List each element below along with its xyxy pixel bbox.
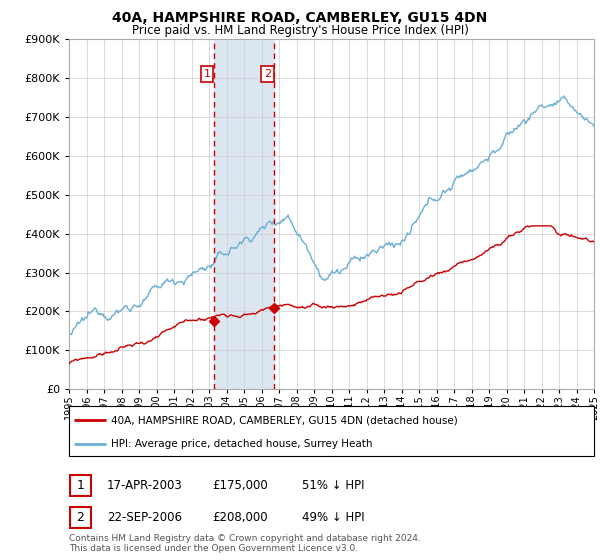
Text: 22-SEP-2006: 22-SEP-2006 xyxy=(107,511,182,524)
Text: 2: 2 xyxy=(264,69,271,79)
Bar xyxy=(214,39,274,389)
Text: £208,000: £208,000 xyxy=(212,511,268,524)
Text: 2: 2 xyxy=(76,511,85,524)
Text: HPI: Average price, detached house, Surrey Heath: HPI: Average price, detached house, Surr… xyxy=(111,439,373,449)
Text: £175,000: £175,000 xyxy=(212,479,268,492)
FancyBboxPatch shape xyxy=(70,475,91,496)
Text: 40A, HAMPSHIRE ROAD, CAMBERLEY, GU15 4DN: 40A, HAMPSHIRE ROAD, CAMBERLEY, GU15 4DN xyxy=(112,11,488,25)
Text: 51% ↓ HPI: 51% ↓ HPI xyxy=(302,479,364,492)
Text: 1: 1 xyxy=(203,69,211,79)
Text: Contains HM Land Registry data © Crown copyright and database right 2024.
This d: Contains HM Land Registry data © Crown c… xyxy=(69,534,421,553)
FancyBboxPatch shape xyxy=(70,507,91,528)
Text: 1: 1 xyxy=(76,479,85,492)
Text: Price paid vs. HM Land Registry's House Price Index (HPI): Price paid vs. HM Land Registry's House … xyxy=(131,24,469,36)
Text: 17-APR-2003: 17-APR-2003 xyxy=(107,479,182,492)
Text: 49% ↓ HPI: 49% ↓ HPI xyxy=(302,511,364,524)
FancyBboxPatch shape xyxy=(69,406,594,456)
Text: 40A, HAMPSHIRE ROAD, CAMBERLEY, GU15 4DN (detached house): 40A, HAMPSHIRE ROAD, CAMBERLEY, GU15 4DN… xyxy=(111,415,458,425)
